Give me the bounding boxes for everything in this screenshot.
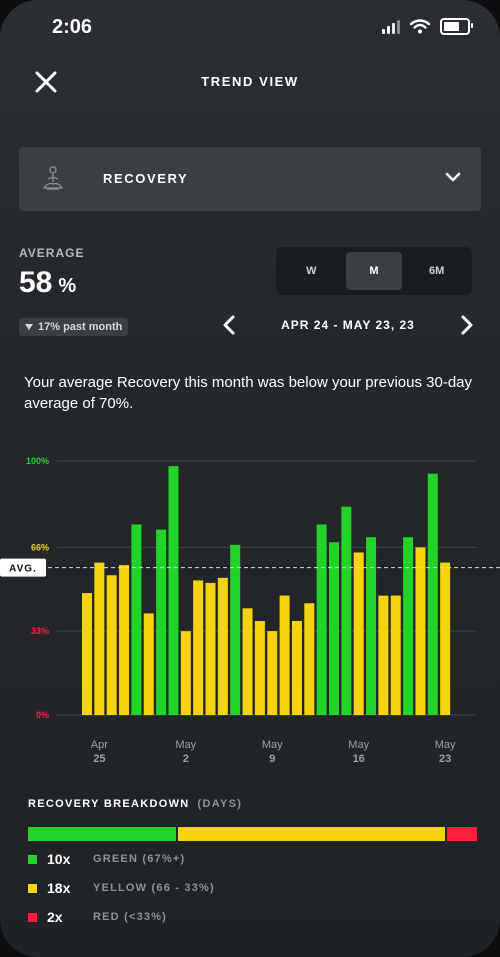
red-swatch [28,912,37,922]
green-label: GREEN (67%+) [93,853,186,865]
yellow-label: YELLOW (66 - 33%) [93,882,215,894]
chart-bar [180,631,191,715]
average-label: AVG. [9,564,37,575]
chart-bar [427,473,438,715]
chart-bar [304,603,315,715]
x-tick-day: 25 [93,753,105,765]
red-count: 2x [47,909,63,925]
y-tick-label: 33% [31,626,49,636]
meditation-icon [43,166,63,190]
breakdown-segment [447,827,477,841]
close-icon[interactable] [30,66,62,98]
average-value: 58% [19,266,76,300]
metric-label: RECOVERY [103,171,189,186]
chart-bar [415,547,426,715]
breakdown-title-text: RECOVERY BREAKDOWN [28,798,190,810]
chart-bar [403,537,414,715]
status-time: 2:06 [52,16,93,38]
chart-bar [143,613,154,715]
breakdown-title: RECOVERY BREAKDOWN (DAYS) [28,798,242,810]
change-text: 17% past month [38,321,123,333]
chart-bar [168,466,179,715]
page-title: TREND VIEW [201,74,299,89]
tab-week[interactable]: W [306,265,317,277]
date-range: APR 24 - MAY 23, 23 [281,318,415,332]
y-tick-label: 100% [26,456,49,466]
green-swatch [28,854,37,864]
metric-selector[interactable]: RECOVERY [19,147,481,211]
battery-icon [440,18,473,35]
legend-red: 2x RED (<33%) [28,909,167,925]
chart-bar [267,631,278,715]
chart-bar [242,608,253,715]
status-icons [382,18,473,35]
yellow-swatch [28,883,37,893]
chart-bar [279,595,290,715]
wifi-icon [410,19,430,34]
x-tick-month: May [262,739,283,751]
chart-bar [341,506,352,715]
breakdown-unit: (DAYS) [197,798,243,810]
chart-bar [254,621,265,715]
chart-bar [230,544,241,715]
x-tick-day: 23 [439,753,451,765]
green-count: 10x [47,851,71,867]
summary-text: Your average Recovery this month was bel… [24,374,473,412]
chart-bar [82,593,92,715]
triangle-down-icon [25,324,33,330]
x-tick-day: 9 [269,753,275,765]
x-tick-month: May [175,739,196,751]
chart-bar [106,575,117,715]
recovery-chart: 100% 66% 33% 0% AVG. Apr 25 May 2 May 9 May 16 May 23 [0,456,500,765]
chart-bar [329,542,339,715]
tab-six-months[interactable]: 6M [429,265,445,277]
chevron-right-icon[interactable] [457,314,477,336]
average-badge [0,558,46,577]
chart-bar [156,529,167,715]
breakdown-segment [28,827,177,841]
x-tick-day: 2 [183,753,189,765]
legend-yellow: 18x YELLOW (66 - 33%) [28,880,215,896]
chart-bar [94,562,105,715]
chart-bar [205,582,216,715]
red-label: RED (<33%) [93,911,168,923]
x-tick-day: 16 [353,753,365,765]
x-tick-month: May [435,739,456,751]
chart-bar [193,580,204,715]
breakdown-bar [28,827,477,841]
chevron-left-icon[interactable] [219,314,239,336]
tab-month[interactable]: M [345,252,402,290]
change-badge: 17% past month [19,318,129,336]
chart-bar [390,595,401,715]
range-tabs: W M 6M [276,247,472,295]
chart-bar [366,537,377,715]
chart-bar [131,524,142,715]
y-tick-label: 0% [36,710,49,720]
x-tick-month: May [348,739,369,751]
chevron-down-icon [445,172,461,182]
x-tick-month: Apr [91,739,108,751]
y-tick-label: 66% [31,542,49,552]
breakdown-segment [178,827,446,841]
average-unit: % [58,275,77,297]
chart-bar [119,565,130,715]
yellow-count: 18x [47,880,71,896]
chart-bar [316,524,327,715]
chart-bar [217,577,228,715]
signal-icon [382,19,400,34]
chart-bar [353,552,364,715]
chart-bar [378,595,389,715]
legend-green: 10x GREEN (67%+) [28,851,185,867]
chart-bar [440,562,451,715]
average-label: AVERAGE [19,246,85,260]
chart-bar [291,621,302,715]
average-number: 58 [19,266,53,299]
